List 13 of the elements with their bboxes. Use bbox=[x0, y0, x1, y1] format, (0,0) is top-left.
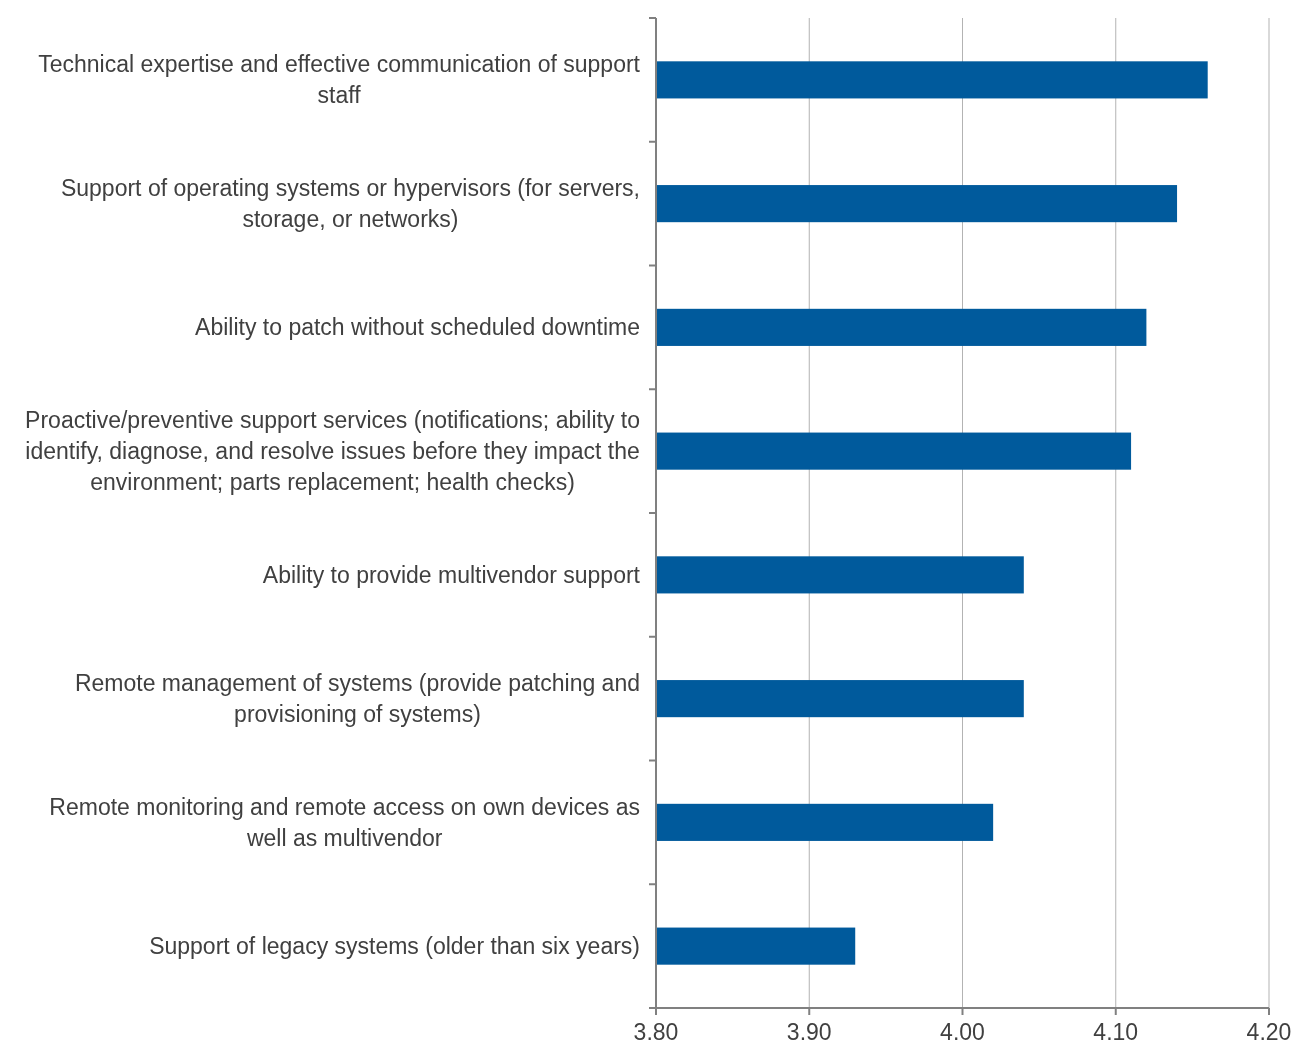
y-tick-label: Remote management of systems (provide patching and provisioning of systems) bbox=[74, 670, 640, 728]
y-tick-label: Proactive/preventive support services (notifications; ability to identify, diagnose, and resolve issues before they impact the environment; parts replacement; health checks) bbox=[25, 407, 640, 496]
x-tick-label: 4.00 bbox=[940, 1019, 985, 1045]
y-tick-label: Technical expertise and effective communication of support staff bbox=[38, 51, 641, 109]
x-tick-label: 4.20 bbox=[1246, 1019, 1292, 1045]
y-tick-label: Ability to patch without scheduled downtime bbox=[195, 314, 640, 341]
y-tick-label: Remote monitoring and remote access on own devices as well as multivendor bbox=[49, 793, 640, 851]
x-tick-label: 4.10 bbox=[1093, 1019, 1139, 1045]
y-tick-label: Ability to provide multivendor support bbox=[262, 561, 641, 588]
y-tick-label: Support of legacy systems (older than six years) bbox=[149, 933, 640, 960]
y-tick-label: Support of operating systems or hypervisors (for servers, storage, or networks) bbox=[60, 175, 640, 233]
x-tick-label: 3.90 bbox=[786, 1019, 832, 1045]
x-tick-label: 3.80 bbox=[633, 1019, 679, 1045]
